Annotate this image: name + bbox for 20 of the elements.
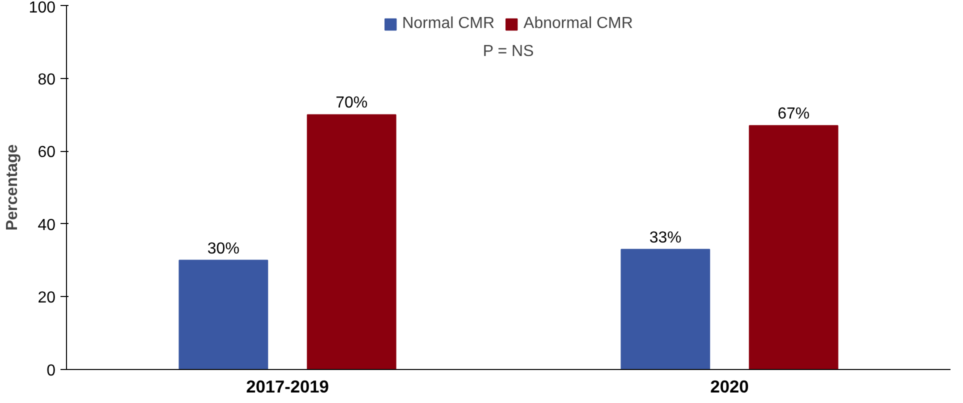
bar xyxy=(178,260,268,370)
bar xyxy=(748,125,838,370)
y-tick-label: 80 xyxy=(38,71,56,88)
bar xyxy=(620,248,710,370)
data-label: 30% xyxy=(207,240,240,258)
x-tick-label: 2017-2019 xyxy=(246,376,329,396)
annotation: P = NS xyxy=(482,43,534,60)
data-label: 70% xyxy=(336,94,368,112)
data-label: 67% xyxy=(778,106,810,123)
data-label: 33% xyxy=(649,229,682,246)
y-tick-label: 100 xyxy=(28,0,56,16)
legend-label: Abnormal CMR xyxy=(524,15,633,33)
y-tick-label: 20 xyxy=(38,290,56,307)
y-tick-label: 0 xyxy=(46,362,56,380)
legend-label: Normal CMR xyxy=(402,15,495,33)
x-tick-label: 2020 xyxy=(710,376,749,396)
y-axis-title: Percentage xyxy=(4,144,21,231)
bar xyxy=(306,114,396,370)
y-tick-label: 60 xyxy=(38,144,56,162)
y-tick-label: 40 xyxy=(38,216,56,234)
